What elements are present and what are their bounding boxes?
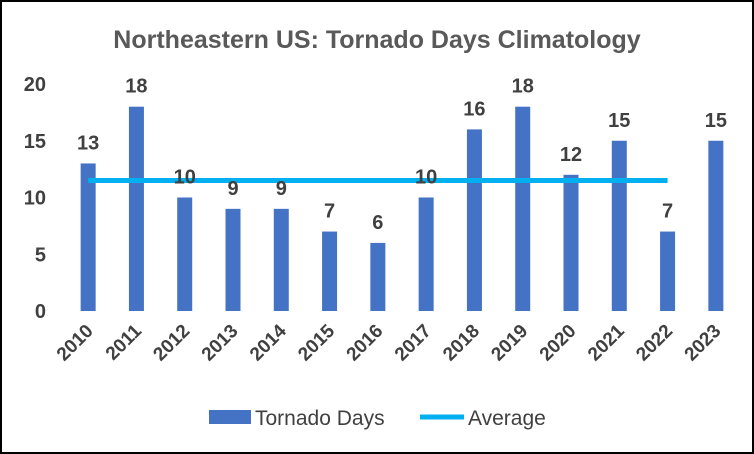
y-tick-label: 10 bbox=[24, 188, 46, 210]
bar-2011 bbox=[128, 106, 144, 311]
x-axis: 2010 2011 2012 2013 2014 2015 2016 2017 2018 2019… bbox=[53, 320, 725, 365]
legend: Tornado Days Average bbox=[209, 407, 546, 430]
bar-2020 bbox=[563, 174, 579, 311]
data-label-2013: 9 bbox=[227, 178, 238, 200]
x-tick-label: 2015 bbox=[294, 320, 339, 365]
data-label-2016: 6 bbox=[372, 212, 383, 234]
chart-title: Northeastern US: Tornado Days Climatolog… bbox=[113, 26, 640, 54]
bar-2021 bbox=[611, 140, 627, 311]
data-label-2012: 10 bbox=[174, 167, 196, 189]
bar-2015 bbox=[322, 231, 338, 311]
data-label-2011: 18 bbox=[125, 76, 147, 98]
data-label-2010: 13 bbox=[77, 132, 99, 154]
x-tick-label: 2010 bbox=[53, 321, 98, 366]
legend-label-tornado-days: Tornado Days bbox=[255, 407, 385, 430]
bar-2010 bbox=[80, 163, 96, 311]
bar-2016 bbox=[370, 242, 386, 311]
x-tick-label: 2022 bbox=[632, 321, 677, 366]
x-tick-label: 2020 bbox=[536, 321, 581, 366]
bar-2023 bbox=[708, 140, 724, 311]
bar-2018 bbox=[466, 129, 482, 311]
legend-swatch-tornado-days bbox=[209, 410, 251, 424]
y-tick-label: 0 bbox=[35, 301, 46, 323]
data-label-2019: 18 bbox=[512, 76, 534, 98]
bar-2022 bbox=[660, 231, 676, 311]
x-tick-label: 2017 bbox=[391, 321, 436, 366]
data-label-2014: 9 bbox=[276, 178, 287, 200]
y-tick-label: 5 bbox=[35, 244, 46, 266]
y-axis: 0 5 10 15 20 bbox=[24, 74, 46, 323]
data-label-2020: 12 bbox=[560, 144, 582, 166]
x-tick-label: 2021 bbox=[584, 320, 629, 365]
bar-series bbox=[80, 106, 724, 311]
legend-label-average: Average bbox=[468, 407, 546, 430]
data-label-2018: 16 bbox=[463, 98, 485, 120]
y-tick-label: 15 bbox=[24, 131, 46, 153]
data-label-2015: 7 bbox=[324, 201, 335, 223]
y-tick-label: 20 bbox=[24, 74, 46, 96]
bar-2017 bbox=[418, 197, 434, 311]
bar-2013 bbox=[225, 208, 241, 311]
x-tick-label: 2019 bbox=[488, 321, 533, 366]
data-label-2023: 15 bbox=[705, 110, 727, 132]
x-tick-label: 2016 bbox=[343, 321, 388, 366]
data-labels: 13 18 10 9 9 7 6 10 16 18 12 15 7 15 bbox=[77, 76, 727, 234]
bar-2014 bbox=[273, 208, 289, 311]
x-tick-label: 2023 bbox=[681, 321, 726, 366]
x-tick-label: 2014 bbox=[246, 320, 291, 365]
x-tick-label: 2012 bbox=[150, 321, 195, 366]
bar-2012 bbox=[177, 197, 193, 311]
bar-2019 bbox=[515, 106, 531, 311]
data-label-2021: 15 bbox=[608, 110, 630, 132]
data-label-2017: 10 bbox=[415, 167, 437, 189]
x-tick-label: 2013 bbox=[198, 321, 243, 366]
x-tick-label: 2018 bbox=[439, 321, 484, 366]
data-label-2022: 7 bbox=[662, 201, 673, 223]
x-tick-label: 2011 bbox=[102, 320, 146, 364]
